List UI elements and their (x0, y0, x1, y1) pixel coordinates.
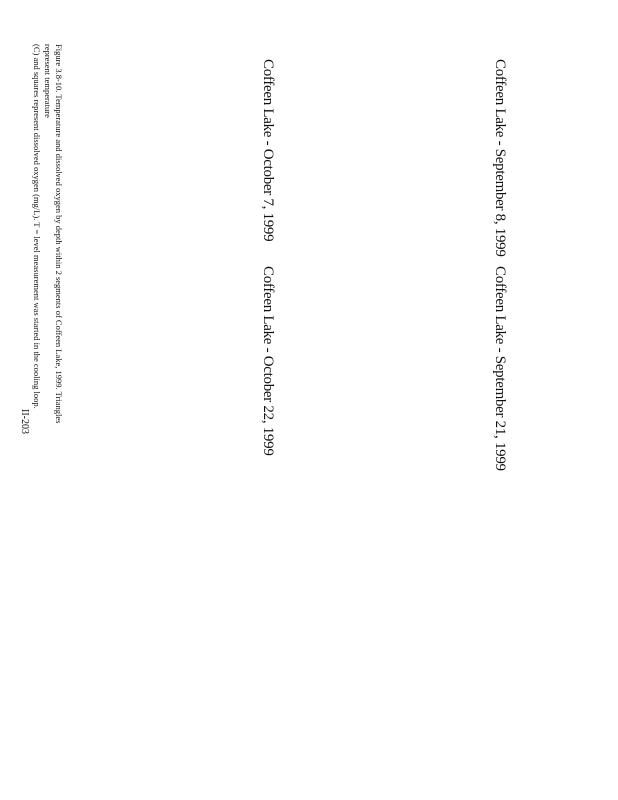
caption-line: Figure 3.8-10. Temperature and dissolved… (43, 44, 64, 424)
rotated-page: Coffeen Lake - September 8, 1999 Coffeen … (14, 4, 538, 471)
page-number: II-203 (19, 409, 30, 434)
figure-title: Coffeen Lake - September 8, 1999 (492, 59, 508, 257)
figure-caption: Figure 3.8-10. Temperature and dissolved… (31, 44, 64, 434)
figure-title: Coffeen Lake - October 22, 1999 (260, 266, 276, 456)
figure-title: Coffeen Lake - October 7, 1999 (260, 59, 276, 242)
caption-line: (C) and squares represent dissolved oxyg… (32, 44, 42, 409)
figure-title: Coffeen Lake - September 21, 1999 (492, 266, 508, 471)
